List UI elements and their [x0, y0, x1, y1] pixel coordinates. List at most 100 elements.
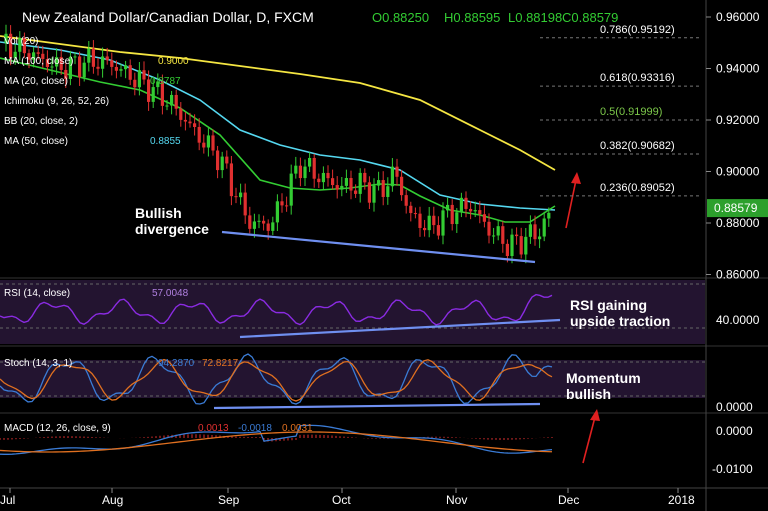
indicator-value: 0.8787: [150, 76, 181, 87]
macd-arrow-head: [590, 409, 600, 421]
candle-body: [114, 66, 118, 71]
candle-body: [197, 126, 201, 143]
price-axis-label: 0.92000: [716, 113, 760, 127]
indicator-label: MA (20, close): [4, 76, 68, 87]
macd-value-2: -0.0018: [238, 423, 272, 434]
candle-body: [413, 213, 417, 215]
candle-body: [450, 204, 454, 225]
candle-body: [225, 156, 229, 164]
candle-body: [110, 60, 114, 67]
candle-body: [45, 59, 49, 67]
candle-body: [220, 156, 224, 171]
candle-body: [381, 180, 385, 197]
candle-body: [340, 185, 344, 190]
stoch-d-line: [0, 358, 553, 402]
current-price-badge: [707, 199, 768, 218]
fib-level-label: 0.236(0.89052): [600, 182, 675, 194]
time-axis-label: Sep: [218, 493, 240, 507]
candle-body: [386, 186, 390, 197]
candle-body: [367, 182, 371, 203]
candle-body: [160, 81, 164, 106]
candle-body: [22, 37, 26, 54]
macd-arrow-line: [582, 416, 596, 464]
candle-body: [32, 52, 36, 60]
candle-body: [400, 176, 404, 196]
candle-body: [156, 81, 160, 88]
divergence-trendline: [221, 230, 536, 264]
candle-body: [409, 205, 413, 214]
macd-value-3: 0.0031: [282, 423, 313, 434]
candle-body: [510, 234, 514, 257]
time-axis-label: Aug: [102, 493, 123, 507]
candle-body: [280, 201, 284, 206]
candle-body: [538, 236, 542, 240]
candle-body: [377, 180, 381, 186]
candle-body: [101, 56, 105, 69]
candle-body: [436, 225, 440, 236]
candle-body: [441, 210, 445, 236]
annotation-momentum: Momentum: [566, 370, 641, 386]
candle-body: [335, 185, 339, 190]
stoch-label: Stoch (14, 3, 1): [4, 358, 72, 369]
candle-body: [390, 166, 394, 187]
indicator-label: Vol (20): [4, 36, 38, 47]
candle-body: [492, 235, 496, 237]
annotation-bullish-divergence: divergence: [135, 221, 209, 237]
indicator-label: MA (50, close): [4, 136, 68, 147]
candle-body: [64, 69, 68, 79]
time-axis-label: Dec: [558, 493, 579, 507]
price-arrow-head: [571, 172, 581, 184]
indicator-label: Ichimoku (9, 26, 52, 26): [4, 96, 109, 107]
price-axis-label: 0.86000: [716, 268, 760, 282]
candle-body: [82, 62, 86, 78]
rsi-value: 57.0048: [152, 288, 189, 299]
annotation-bullish-divergence: Bullish: [135, 205, 182, 221]
candle-body: [50, 66, 54, 68]
stoch-k-line: [0, 353, 553, 405]
candle-body: [418, 213, 422, 228]
candle-body: [482, 214, 486, 222]
fib-level-label: 0.5(0.91999): [600, 106, 662, 118]
ma100-line: [0, 35, 556, 171]
candle-body: [91, 48, 95, 67]
candle-body: [455, 212, 459, 225]
ohlc-high: H0.88595: [444, 10, 500, 25]
stoch-k-value: 94.2870: [158, 358, 195, 369]
ohlc-close: C0.88579: [562, 10, 618, 25]
ohlc-low: L0.88198: [508, 10, 562, 25]
time-axis-label: Jul: [0, 493, 15, 507]
ma50-line: [0, 41, 556, 211]
candle-body: [257, 220, 261, 222]
candle-body: [183, 119, 187, 122]
indicator-label: BB (20, close, 2): [4, 116, 78, 127]
candle-body: [459, 197, 463, 213]
macd-line: [0, 424, 553, 455]
candle-body: [289, 173, 293, 206]
fib-level-label: 0.786(0.95192): [600, 24, 675, 36]
candle-body: [78, 56, 82, 78]
candle-body: [524, 236, 528, 255]
candle-body: [285, 205, 289, 207]
candle-body: [312, 157, 316, 179]
candle-body: [87, 48, 91, 63]
candle-body: [55, 57, 59, 67]
candle-body: [105, 56, 109, 61]
annotation-momentum: bullish: [566, 386, 611, 402]
candle-body: [96, 66, 100, 69]
stoch-trendline: [213, 402, 541, 410]
candle-body: [372, 185, 376, 203]
candle-body: [36, 52, 40, 54]
macd-label: MACD (12, 26, close, 9): [4, 423, 111, 434]
candle-body: [519, 236, 523, 255]
candle-body: [9, 33, 13, 59]
rsi-axis-label: 40.0000: [716, 313, 760, 327]
candle-body: [206, 135, 210, 148]
candle-body: [18, 37, 22, 52]
macd-value-1: 0.0013: [198, 423, 229, 434]
candle-body: [124, 65, 128, 70]
candle-body: [170, 94, 174, 106]
indicator-value: 0.9000: [158, 56, 189, 67]
candle-body: [496, 226, 500, 236]
candle-body: [128, 65, 132, 80]
